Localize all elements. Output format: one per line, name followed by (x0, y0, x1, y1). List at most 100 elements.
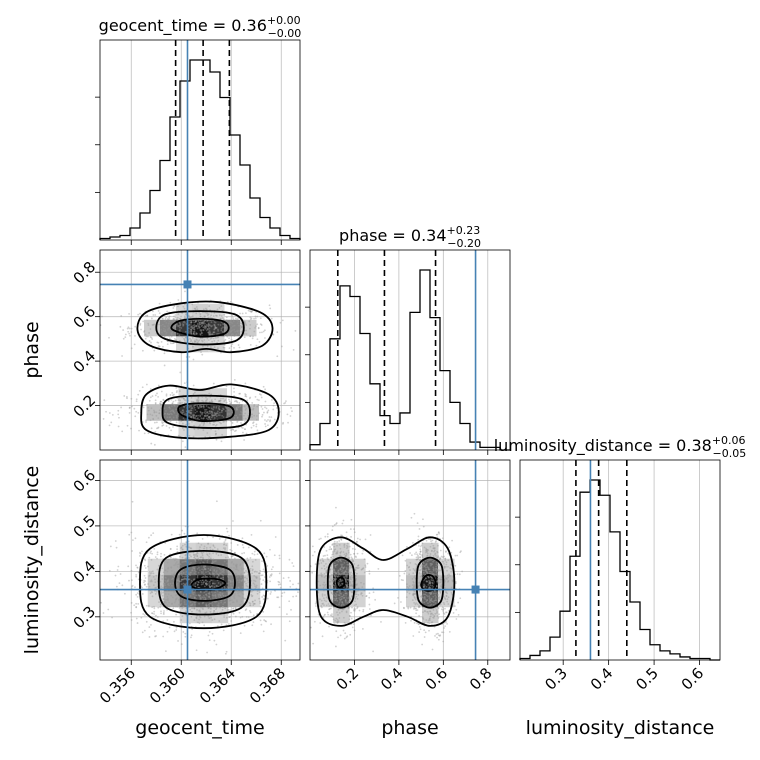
scatter-point (229, 402, 232, 405)
scatter-point (199, 616, 202, 619)
scatter-point (341, 522, 344, 525)
scatter-point (203, 324, 206, 327)
scatter-point (254, 317, 257, 320)
density-cell (333, 542, 350, 560)
scatter-point (429, 593, 432, 595)
scatter-point (128, 332, 131, 335)
scatter-point (430, 559, 432, 561)
scatter-point (242, 593, 245, 596)
scatter-point (339, 551, 342, 554)
scatter-point (439, 549, 442, 552)
scatter-point (261, 415, 263, 418)
scatter-point (163, 407, 166, 410)
scatter-point (164, 579, 167, 582)
scatter-point (167, 317, 169, 320)
scatter-point (328, 584, 331, 587)
scatter-point (332, 551, 334, 554)
scatter-point (224, 338, 227, 341)
scatter-point (243, 414, 245, 417)
scatter-point (147, 536, 150, 539)
scatter-point (143, 579, 146, 582)
scatter-point (228, 534, 230, 537)
scatter-point (181, 440, 184, 443)
scatter-point (200, 591, 202, 593)
scatter-point (157, 606, 160, 609)
scatter-point (127, 330, 130, 333)
scatter-point (206, 651, 209, 654)
scatter-point (148, 626, 151, 628)
scatter-point (444, 580, 446, 583)
scatter-point (256, 398, 259, 401)
scatter-point (362, 610, 365, 613)
scatter-point (217, 595, 220, 597)
scatter-point (235, 400, 237, 402)
scatter-point (329, 585, 331, 587)
scatter-point (339, 634, 342, 637)
scatter-point (200, 322, 203, 325)
scatter-point (438, 635, 441, 637)
scatter-point (439, 591, 442, 594)
scatter-point (340, 538, 343, 541)
scatter-point (256, 315, 259, 318)
scatter-point (344, 573, 347, 576)
scatter-point (216, 410, 219, 413)
scatter-point (179, 603, 182, 606)
scatter-point (178, 402, 181, 404)
contour-line-4 (161, 394, 251, 429)
scatter-point (136, 592, 139, 595)
scatter-point (289, 585, 292, 588)
scatter-point (201, 324, 204, 327)
scatter-point (161, 574, 164, 577)
scatter-point (192, 331, 195, 333)
scatter-point (215, 438, 218, 441)
scatter-point (428, 595, 431, 597)
scatter-point (346, 563, 349, 566)
scatter-point (205, 308, 208, 311)
scatter-point (172, 605, 175, 608)
scatter-point (357, 594, 360, 596)
scatter-point (236, 574, 239, 577)
scatter-point (188, 411, 191, 414)
scatter-point (253, 405, 255, 408)
scatter-point (224, 326, 227, 329)
scatter-point (417, 606, 420, 609)
scatter-point (264, 620, 267, 622)
scatter-point (216, 576, 219, 579)
scatter-point (185, 571, 188, 574)
scatter-point (346, 584, 348, 587)
scatter-point (201, 602, 204, 605)
scatter-point (433, 547, 436, 549)
scatter-point (425, 550, 428, 553)
scatter-point (244, 323, 247, 325)
scatter-point (214, 594, 217, 597)
scatter-point (214, 424, 217, 427)
scatter-point (426, 580, 428, 583)
scatter-point (251, 568, 254, 571)
scatter-point (356, 607, 358, 610)
scatter-point (240, 590, 243, 593)
scatter-point (254, 326, 257, 329)
scatter-point (353, 629, 356, 632)
scatter-point (355, 575, 357, 577)
scatter-point (340, 597, 343, 600)
x-tick-label: 0.368 (246, 664, 289, 707)
scatter-point (425, 585, 428, 588)
scatter-point (439, 578, 442, 581)
scatter-point (236, 318, 239, 321)
scatter-point (119, 573, 122, 575)
scatter-point (255, 423, 258, 426)
scatter-point (239, 405, 242, 408)
scatter-point (190, 330, 193, 333)
scatter-point (427, 576, 430, 579)
scatter-point (232, 607, 235, 610)
scatter-point (320, 574, 322, 576)
scatter-point (337, 571, 339, 573)
scatter-point (166, 604, 169, 606)
scatter-point (117, 565, 120, 568)
scatter-point (200, 417, 203, 420)
scatter-point (292, 595, 295, 598)
scatter-point (214, 327, 217, 329)
scatter-point (235, 566, 238, 569)
scatter-point (144, 583, 146, 586)
